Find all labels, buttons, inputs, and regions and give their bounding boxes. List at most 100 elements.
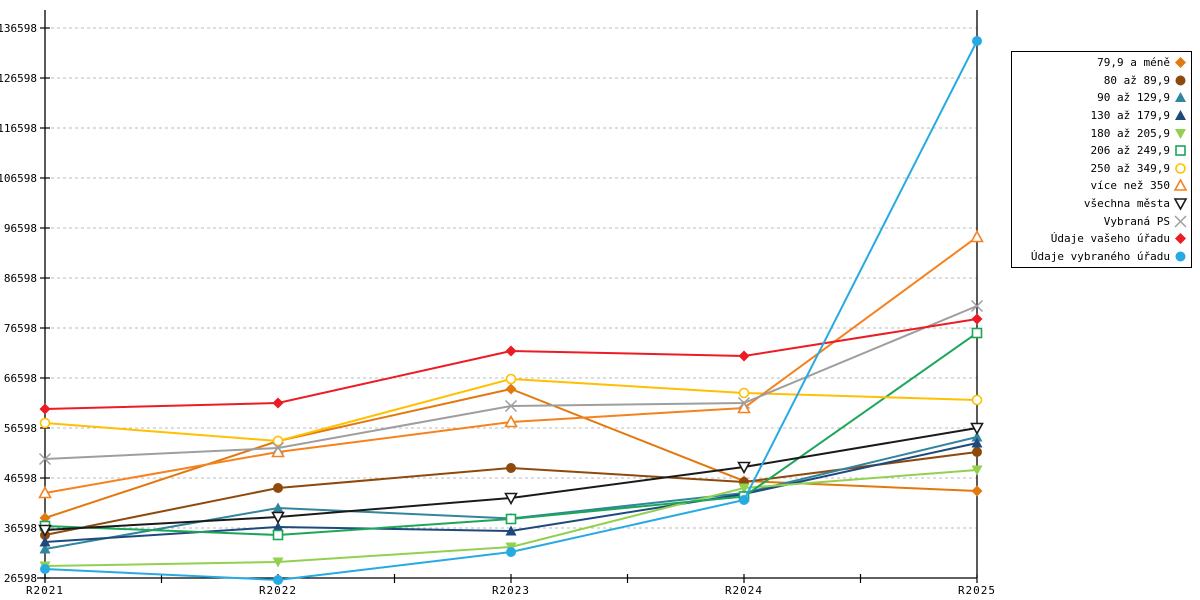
y-tick-label: 26598 <box>4 572 37 585</box>
legend-marker-icon <box>1175 145 1186 157</box>
legend-item: 206 až 249,9 <box>1014 142 1188 160</box>
triangle-down-marker <box>271 511 285 525</box>
triangle-up-marker <box>272 502 284 513</box>
diamond-marker <box>505 345 517 357</box>
x-tick-label: R2021 <box>26 584 64 597</box>
circle-marker <box>39 417 51 429</box>
legend-label: 80 až 89,9 <box>1103 73 1170 87</box>
legend: 79,9 a méně 80 až 89,9 90 až 129,9 130 až 1… <box>1011 51 1192 269</box>
x-tick-label: R2022 <box>259 584 297 597</box>
triangle-up-marker <box>39 536 51 547</box>
legend-marker-icon <box>1175 57 1186 69</box>
triangle-down-marker <box>1173 198 1188 211</box>
y-tick-label: 66598 <box>4 372 37 385</box>
series-vybran-ps <box>38 299 984 466</box>
triangle-up-marker <box>971 437 983 448</box>
diamond-marker <box>272 397 284 409</box>
diamond-marker <box>1175 233 1186 245</box>
circle-marker <box>739 494 749 505</box>
triangle-down-marker <box>738 483 750 494</box>
legend-marker-icon <box>1175 163 1186 174</box>
triangle-up-marker <box>971 431 983 442</box>
legend-item: 180 až 205,9 <box>1014 124 1188 142</box>
legend-label: 180 až 205,9 <box>1090 126 1170 140</box>
legend-item: více než 350 <box>1014 177 1188 195</box>
circle-marker <box>972 446 982 457</box>
circle-marker <box>971 394 983 406</box>
x-tick-label: R2024 <box>725 584 763 597</box>
triangle-down-marker <box>971 465 983 476</box>
y-tick-label: 86598 <box>4 272 37 285</box>
triangle-up-marker <box>38 485 52 499</box>
triangle-up-marker <box>970 229 984 243</box>
diamond-marker <box>738 350 750 362</box>
y-tick-label: 76598 <box>4 322 37 335</box>
circle-marker <box>972 35 982 46</box>
circle-marker <box>273 574 283 585</box>
legend-item: 130 až 179,9 <box>1014 107 1188 125</box>
legend-item: Vybraná PS <box>1014 212 1188 230</box>
circle-marker <box>505 373 517 385</box>
y-tick-label: 126598 <box>0 72 37 85</box>
legend-label: 250 až 349,9 <box>1090 161 1170 175</box>
series-v-ce-ne-350 <box>38 229 984 499</box>
triangle-down-marker <box>1175 128 1186 139</box>
legend-item: 79,9 a méně <box>1014 54 1188 72</box>
circle-marker <box>1175 75 1186 86</box>
diamond-marker <box>971 485 983 497</box>
legend-label: Údaje vašeho úřadu <box>1050 232 1170 246</box>
series-250-a-349-9 <box>39 373 983 447</box>
legend-marker-icon <box>1175 251 1186 262</box>
series-v-echna-m-sta <box>38 422 984 538</box>
y-tick-label: 36598 <box>4 522 37 535</box>
diamond-marker <box>505 383 517 395</box>
x-tick-label: R2023 <box>492 584 530 597</box>
y-tick-label: 56598 <box>4 422 37 435</box>
legend-label: 130 až 179,9 <box>1090 109 1170 123</box>
legend-label: více než 350 <box>1090 179 1170 193</box>
legend-marker-icon <box>1173 178 1188 192</box>
legend-label: 206 až 249,9 <box>1090 144 1170 158</box>
y-tick-label: 106598 <box>0 172 37 185</box>
triangle-up-marker <box>1173 178 1188 192</box>
triangle-up-marker <box>1175 110 1186 121</box>
axes: 26598 36598 46598 56598 66598 76598 86598 96598… <box>0 10 996 597</box>
legend-marker-icon <box>1175 233 1186 245</box>
circle-marker <box>506 462 516 473</box>
legend-marker-icon <box>1175 92 1186 103</box>
y-tick-label: 136598 <box>0 22 37 35</box>
x-marker <box>38 452 52 466</box>
circle-marker <box>738 387 750 399</box>
legend-marker-icon <box>1175 128 1186 139</box>
legend-label: všechna města <box>1083 197 1170 211</box>
square-marker <box>505 513 517 525</box>
circle-marker <box>40 563 50 574</box>
legend-label: Vybraná PS <box>1103 214 1170 228</box>
triangle-up-marker <box>39 543 51 554</box>
diamond-marker <box>971 313 983 325</box>
x-marker <box>271 441 285 455</box>
legend-marker-icon <box>1173 198 1188 211</box>
square-marker <box>1175 145 1186 157</box>
triangle-up-marker <box>737 400 751 414</box>
diamond-marker <box>39 403 51 415</box>
triangle-up-marker <box>272 521 284 532</box>
legend-marker-icon <box>1174 215 1187 228</box>
legend-item: 90 až 129,9 <box>1014 89 1188 107</box>
x-marker <box>737 396 751 410</box>
triangle-down-marker <box>737 461 751 475</box>
circle-marker <box>1175 251 1186 262</box>
series--daje-vybran-ho-adu <box>40 35 982 585</box>
legend-item: Údaje vybraného úřadu <box>1014 248 1188 266</box>
x-tick-label: R2025 <box>958 584 996 597</box>
x-marker <box>504 399 518 413</box>
triangle-up-marker <box>1175 92 1186 103</box>
circle-marker <box>1175 163 1186 174</box>
x-marker <box>1174 215 1187 228</box>
circle-marker <box>506 546 516 557</box>
series--daje-va-eho-adu <box>39 313 983 415</box>
x-marker <box>970 299 984 313</box>
circle-marker <box>273 482 283 493</box>
diamond-marker <box>1175 57 1186 69</box>
